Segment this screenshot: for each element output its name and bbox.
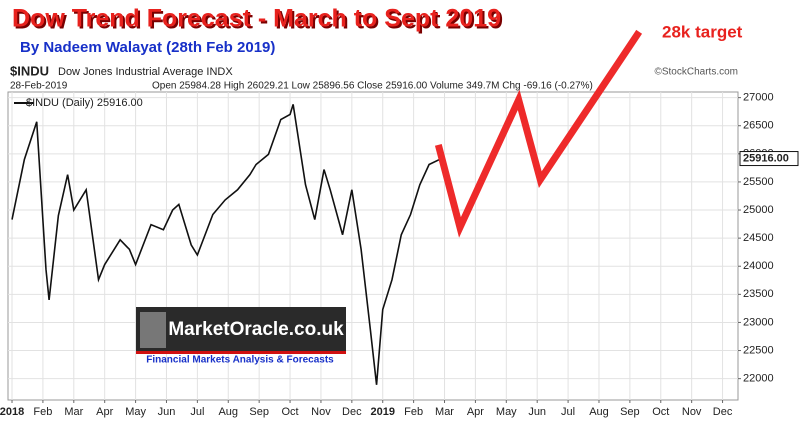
last-price-tag [739, 151, 799, 167]
y-tick-label: 22500 [743, 344, 774, 356]
forecast-line [434, 29, 643, 238]
x-tick-label: Dec [342, 406, 362, 418]
price-line [11, 104, 442, 385]
y-tick-label: 23000 [743, 316, 774, 328]
x-tick-label: Jul [190, 406, 204, 418]
x-tick-label: Feb [404, 406, 423, 418]
last-price-label: 25916.00 [743, 152, 789, 164]
x-tick-label: May [496, 406, 517, 418]
x-tick-label: Oct [652, 406, 669, 418]
x-tick-label: Mar [435, 406, 454, 418]
date: 28-Feb-2019 [10, 81, 68, 92]
x-tick-label: Sep [249, 406, 269, 418]
symbol: $INDU [10, 63, 49, 78]
chart-title: Dow Trend Forecast - March to Sept 2019 [12, 5, 501, 33]
x-tick-label: Sep [620, 406, 640, 418]
x-tick-label: 2019 [370, 406, 394, 418]
quote: Open 25984.28 High 26029.21 Low 25896.56… [152, 81, 593, 92]
y-tick-label: 23500 [743, 288, 774, 300]
x-tick-label: Jun [158, 406, 176, 418]
x-tick-label: Jun [528, 406, 546, 418]
x-tick-label: Jul [561, 406, 575, 418]
x-tick-label: Apr [467, 406, 484, 418]
y-tick-label: 25500 [743, 176, 774, 188]
marks [11, 29, 643, 385]
watermark-box [136, 307, 346, 351]
x-tick-label: Feb [33, 406, 52, 418]
watermark-icon [140, 312, 166, 348]
y-tick-label: 26500 [743, 120, 774, 132]
x-tick-label: Aug [218, 406, 238, 418]
y-tick-label: 24500 [743, 232, 774, 244]
chart-subtitle: By Nadeem Walayat (28th Feb 2019) [20, 39, 275, 56]
y-tick-label: 22000 [743, 373, 774, 385]
x-tick-label: Apr [96, 406, 113, 418]
x-tick-label: 2018 [0, 406, 24, 418]
source: ©StockCharts.com [654, 67, 738, 78]
x-tick-label: May [125, 406, 146, 418]
x-tick-label: Oct [281, 406, 298, 418]
watermark-caption: Financial Markets Analysis & Forecasts [146, 355, 334, 366]
x-tick-label: Aug [589, 406, 609, 418]
legend-label: $INDU (Daily) 25916.00 [26, 97, 143, 109]
x-tick-label: Mar [64, 406, 83, 418]
y-tick-label: 27000 [743, 92, 774, 104]
x-tick-label: Nov [311, 406, 331, 418]
plot-frame [7, 91, 739, 401]
grid [8, 92, 738, 400]
x-tick-label: Nov [682, 406, 702, 418]
x-tick-label: Dec [713, 406, 733, 418]
watermark: MarketOracle.co.uk [168, 319, 344, 340]
y-tick-label: 25000 [743, 204, 774, 216]
symbol-name: Dow Jones Industrial Average INDX [58, 66, 233, 78]
annotation: 28k target [662, 22, 743, 41]
y-tick-label: 24000 [743, 260, 774, 272]
chart-title-shadow: Dow Trend Forecast - March to Sept 2019 [14, 7, 503, 35]
watermark-rule [136, 351, 346, 354]
